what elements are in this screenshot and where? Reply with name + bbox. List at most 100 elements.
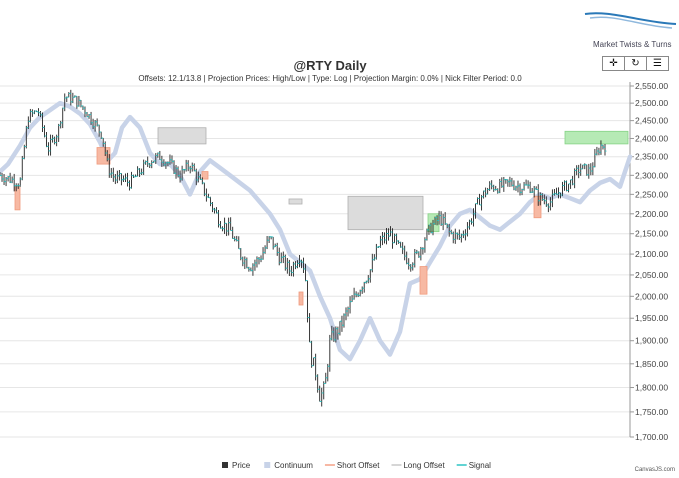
menu-button[interactable]: ☰ [646, 56, 669, 71]
price-bar [502, 176, 506, 192]
price-bar [461, 230, 465, 239]
brand-logo: Market Twists & Turns [584, 12, 677, 49]
price-bar [316, 374, 320, 393]
price-bar [577, 164, 581, 179]
price-bar [210, 201, 214, 213]
short-offset-box [96, 147, 111, 165]
legend-label: Long Offset [403, 461, 445, 470]
price-bar [8, 172, 12, 184]
y-tick-label: 2,050.00 [635, 270, 668, 280]
price-bar [186, 160, 190, 172]
price-bar [67, 92, 71, 98]
price-bar [403, 245, 407, 261]
price-bar [463, 229, 467, 241]
price-bar [45, 132, 49, 148]
price-bar [158, 150, 162, 161]
price-bar [587, 163, 591, 179]
price-bar [140, 168, 144, 175]
long-offset-box [288, 198, 303, 205]
price-bar [585, 164, 589, 176]
price-bar [573, 168, 577, 189]
price-bar [603, 144, 607, 156]
price-bar [204, 188, 208, 202]
price-series [0, 89, 607, 407]
price-bar [115, 170, 119, 184]
price-bar [565, 180, 569, 192]
price-bar [71, 92, 75, 104]
price-bar [261, 247, 265, 260]
long-offset-box [157, 127, 207, 145]
price-bar [281, 251, 285, 264]
price-bar [241, 256, 245, 267]
price-bar [465, 222, 469, 237]
brand-name: Market Twists & Turns [593, 40, 672, 49]
price-bar [526, 180, 530, 189]
y-tick-label: 2,100.00 [635, 249, 668, 259]
brand-swoosh-icon [584, 12, 677, 25]
price-bar [391, 228, 395, 249]
y-tick-label: 1,850.00 [635, 359, 668, 369]
legend-label: Short Offset [337, 461, 380, 470]
credit-link[interactable]: CanvasJS.com [635, 467, 675, 473]
price-bar [338, 320, 342, 336]
y-tick-label: 1,900.00 [635, 336, 668, 346]
price-bar [384, 228, 388, 245]
price-bar [486, 187, 490, 195]
legend-item: Continuum [264, 461, 313, 470]
price-bar [320, 387, 324, 407]
price-bar [61, 107, 65, 129]
price-bar [150, 160, 154, 169]
legend-item: Long Offset [391, 461, 445, 470]
price-bar [372, 254, 376, 261]
y-tick-label: 2,450.00 [635, 116, 668, 126]
price-bar [508, 176, 512, 187]
price-bar [312, 357, 316, 367]
short-offset-box [201, 171, 209, 180]
price-bar [308, 313, 312, 343]
price-bar [208, 196, 212, 207]
refresh-icon: ↻ [631, 58, 640, 69]
y-tick-label: 2,150.00 [635, 229, 668, 239]
y-tick-label: 2,400.00 [635, 133, 668, 143]
price-bar [386, 228, 390, 241]
legend-label: Continuum [274, 461, 313, 470]
price-bar [593, 148, 597, 168]
price-bar [188, 165, 192, 174]
price-bar [348, 296, 352, 314]
price-bar [322, 381, 326, 400]
legend-item: Short Offset [324, 461, 380, 470]
price-bar [255, 256, 259, 268]
y-tick-label: 2,200.00 [635, 209, 668, 219]
price-bar [492, 184, 496, 192]
price-bar [257, 257, 261, 265]
price-bar [360, 286, 364, 294]
price-bar [285, 257, 289, 274]
price-bar [469, 218, 473, 225]
price-bar [212, 207, 216, 214]
price-bar [395, 233, 399, 245]
continuum-line [0, 100, 633, 362]
pan-button[interactable]: ✛ [602, 56, 625, 71]
price-bar [227, 217, 231, 236]
price-bar [405, 251, 409, 265]
y-tick-label: 2,300.00 [635, 170, 668, 180]
reset-button[interactable]: ↻ [624, 56, 647, 71]
price-bar [441, 213, 445, 231]
price-bar [306, 280, 310, 323]
price-bar [229, 217, 233, 231]
price-bar [583, 163, 587, 170]
price-bar [130, 171, 134, 189]
price-bar [478, 193, 482, 206]
legend-item: Signal [456, 461, 491, 470]
price-bar [57, 123, 61, 142]
hamburger-menu-icon: ☰ [653, 58, 662, 69]
price-bar [518, 183, 522, 196]
short-offset-box [14, 186, 21, 211]
price-bar [77, 95, 81, 107]
price-bar [49, 134, 53, 156]
y-tick-label: 1,950.00 [635, 313, 668, 323]
price-bar [10, 176, 14, 184]
price-bar [237, 236, 241, 250]
y-tick-label: 2,350.00 [635, 152, 668, 162]
price-bar [233, 236, 237, 242]
